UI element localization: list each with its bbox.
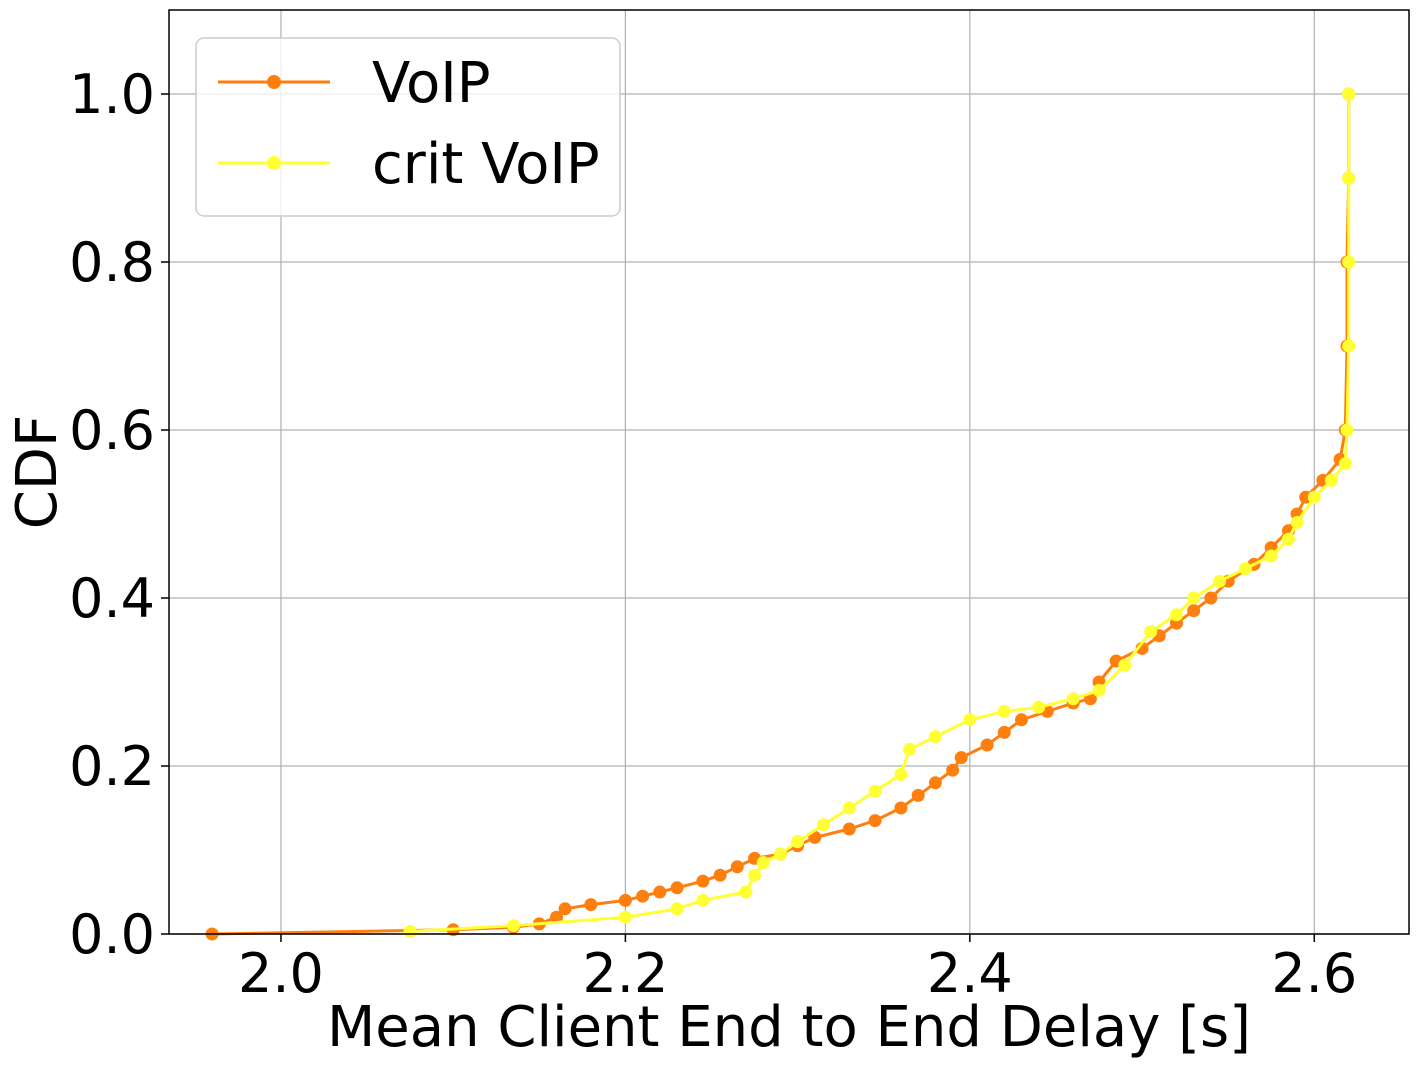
data-point-crit-voip: [670, 902, 684, 916]
data-point-crit-voip: [1170, 608, 1183, 622]
data-point-crit-voip: [1290, 515, 1304, 529]
data-point-voip: [868, 814, 882, 828]
data-point-voip: [584, 898, 598, 912]
data-point-voip: [928, 776, 942, 790]
data-point-crit-voip: [1342, 255, 1356, 269]
legend-marker-crit-voip: [267, 156, 281, 170]
data-point-crit-voip: [1264, 549, 1278, 563]
data-point-crit-voip: [997, 704, 1011, 718]
y-tick-label: 1.0: [69, 63, 155, 126]
data-point-voip: [696, 874, 710, 888]
data-point-crit-voip: [696, 893, 710, 907]
data-point-crit-voip: [1325, 473, 1338, 487]
data-point-crit-voip: [894, 767, 908, 781]
data-point-crit-voip: [756, 856, 770, 870]
x-tick-label: 2.2: [582, 942, 668, 1005]
data-point-crit-voip: [506, 919, 520, 933]
data-point-crit-voip: [1281, 532, 1295, 546]
data-point-crit-voip: [842, 801, 856, 815]
data-point-voip: [550, 910, 563, 924]
plot-frame: [168, 9, 1410, 935]
data-point-crit-voip: [739, 885, 753, 899]
data-point-voip: [1015, 713, 1028, 727]
data-point-voip: [618, 893, 632, 907]
series-crit-voip: [403, 87, 1356, 938]
data-point-crit-voip: [773, 847, 787, 861]
x-tick-label: 2.4: [927, 942, 1013, 1005]
data-point-crit-voip: [1092, 683, 1106, 697]
data-point-crit-voip: [1238, 562, 1252, 576]
data-point-voip: [636, 889, 650, 903]
data-point-crit-voip: [1338, 457, 1352, 471]
data-point-voip: [946, 763, 960, 777]
data-point-voip: [1187, 604, 1201, 618]
data-point-voip: [1204, 591, 1218, 605]
data-point-crit-voip: [1342, 87, 1356, 101]
data-point-voip: [980, 738, 994, 752]
data-point-voip: [842, 822, 856, 836]
data-point-crit-voip: [1342, 171, 1356, 185]
data-point-voip: [558, 902, 572, 916]
data-point-crit-voip: [1144, 625, 1158, 639]
x-axis-label: Mean Client End to End Delay [s]: [327, 995, 1251, 1060]
data-point-crit-voip: [618, 910, 632, 924]
legend-label-crit-voip: crit VoIP: [372, 132, 600, 197]
data-point-crit-voip: [868, 784, 882, 798]
x-axis-ticks: 2.0 2.2 2.4 2.6: [238, 934, 1357, 1005]
data-point-crit-voip: [816, 818, 830, 832]
x-tick-label: 2.6: [1271, 942, 1357, 1005]
data-point-crit-voip: [403, 925, 417, 938]
data-point-voip: [713, 868, 727, 882]
legend-marker-voip: [267, 75, 281, 89]
series-layer: [205, 87, 1356, 941]
data-point-voip: [894, 801, 908, 815]
data-point-crit-voip: [1342, 339, 1356, 353]
data-point-voip: [911, 788, 925, 802]
data-point-voip: [954, 751, 968, 765]
y-tick-label: 0.2: [69, 735, 155, 798]
legend: VoIP crit VoIP: [195, 37, 621, 217]
y-tick-label: 0.4: [69, 567, 155, 630]
y-tick-label: 0.6: [69, 399, 155, 462]
data-point-crit-voip: [1307, 490, 1321, 504]
data-point-crit-voip: [1340, 423, 1354, 437]
data-point-crit-voip: [1187, 591, 1201, 605]
data-point-crit-voip: [928, 730, 942, 744]
data-point-crit-voip: [1213, 574, 1227, 588]
y-axis-label: CDF: [5, 415, 70, 529]
data-point-crit-voip: [748, 868, 762, 882]
y-tick-label: 0.8: [69, 231, 155, 294]
grid-lines: [169, 10, 1409, 935]
y-tick-label: 0.0: [69, 903, 155, 966]
data-point-crit-voip: [903, 742, 917, 756]
data-point-crit-voip: [1032, 700, 1046, 714]
x-tick-label: 2.0: [238, 942, 324, 1005]
y-axis-ticks: 0.0 0.2 0.4 0.6 0.8 1.0: [69, 63, 169, 966]
data-point-crit-voip: [963, 713, 977, 727]
data-point-crit-voip: [1066, 692, 1080, 706]
legend-label-voip: VoIP: [372, 51, 491, 116]
data-point-voip: [997, 725, 1011, 739]
data-point-voip: [730, 860, 744, 874]
data-point-crit-voip: [791, 835, 805, 849]
data-point-crit-voip: [1118, 658, 1132, 672]
data-point-voip: [670, 881, 684, 895]
data-point-voip: [653, 885, 667, 899]
